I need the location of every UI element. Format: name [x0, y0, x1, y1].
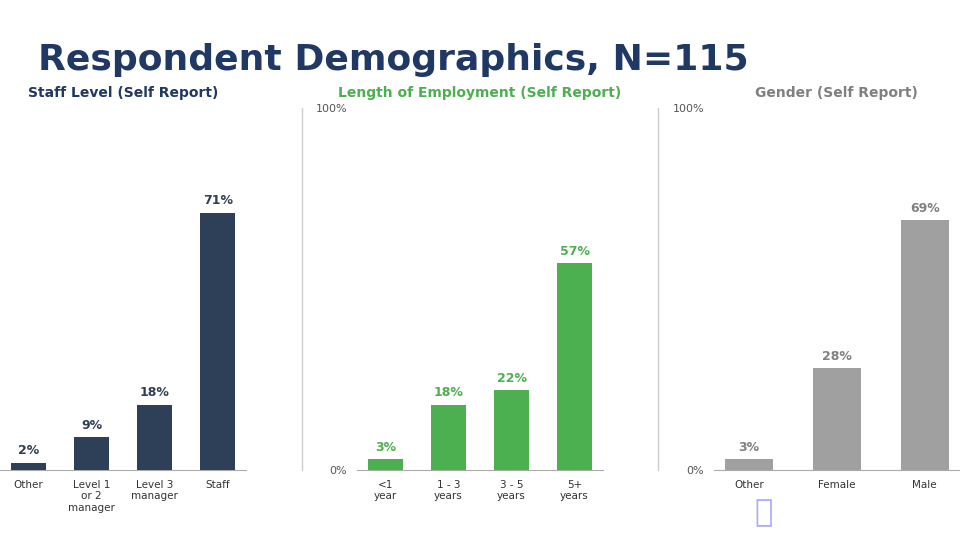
- Text: Respondent Demographics, N=115: Respondent Demographics, N=115: [38, 43, 749, 77]
- Text: 57%: 57%: [560, 245, 589, 258]
- Bar: [494, 390, 529, 470]
- Bar: [74, 437, 108, 470]
- Text: Ⓝ: Ⓝ: [754, 498, 773, 528]
- Text: 69%: 69%: [910, 201, 940, 214]
- Text: 71%: 71%: [203, 194, 232, 207]
- Text: 3%: 3%: [375, 441, 396, 454]
- Text: 3%: 3%: [738, 441, 759, 454]
- Text: 28%: 28%: [822, 350, 852, 363]
- Text: 9%: 9%: [81, 419, 102, 432]
- Bar: [557, 264, 592, 470]
- Bar: [725, 459, 774, 470]
- Text: 18%: 18%: [139, 386, 170, 399]
- Bar: [201, 213, 235, 470]
- Text: 22%: 22%: [496, 372, 526, 384]
- Title: Staff Level (Self Report): Staff Level (Self Report): [28, 86, 218, 99]
- Bar: [431, 404, 466, 470]
- Title: Length of Employment (Self Report): Length of Employment (Self Report): [338, 86, 622, 99]
- Bar: [900, 220, 948, 470]
- Bar: [12, 463, 46, 470]
- Title: Gender (Self Report): Gender (Self Report): [756, 86, 919, 99]
- Text: 18%: 18%: [434, 386, 464, 399]
- Text: 2%: 2%: [18, 444, 39, 457]
- Text: XSEDE: XSEDE: [806, 499, 908, 527]
- Bar: [368, 459, 403, 470]
- Bar: [137, 404, 172, 470]
- Text: 5: 5: [24, 504, 36, 522]
- Bar: [813, 368, 861, 470]
